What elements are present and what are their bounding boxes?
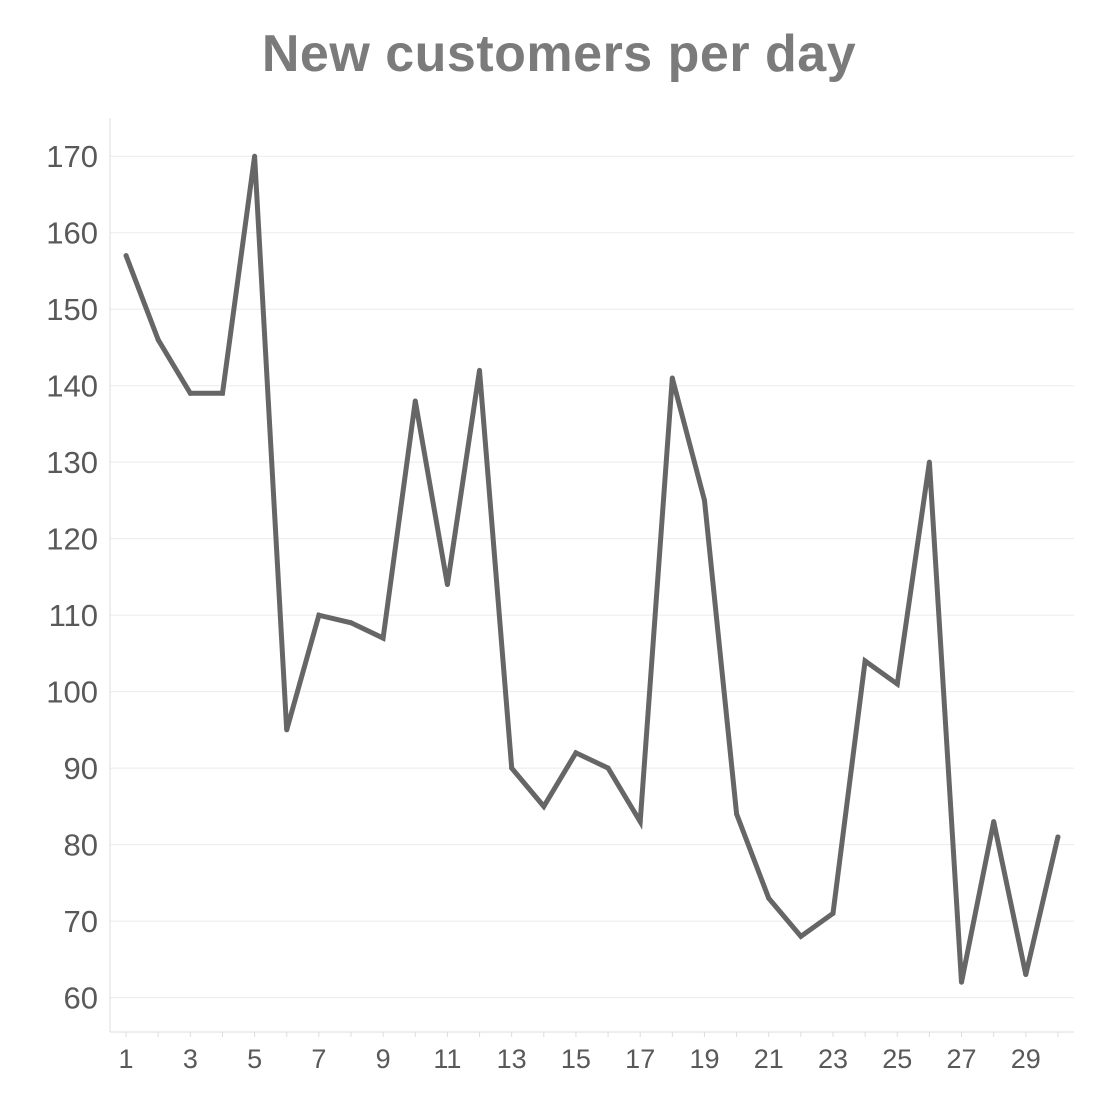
series-line	[123, 155, 1061, 983]
x-tick-label: 11	[433, 1044, 461, 1074]
data-point	[862, 658, 868, 664]
data-point	[894, 681, 900, 687]
x-tick-label: 15	[561, 1044, 591, 1074]
data-point	[605, 765, 611, 771]
chart-title: New customers per day	[261, 25, 857, 83]
data-point	[991, 819, 997, 825]
y-tick-label: 160	[46, 216, 98, 251]
x-tick-label: 29	[1011, 1044, 1041, 1074]
x-tick-label: 23	[818, 1044, 848, 1074]
data-point	[509, 765, 515, 771]
y-tick-label: 170	[46, 139, 98, 174]
data-point	[734, 811, 740, 817]
data-point	[348, 620, 354, 626]
y-tick-label: 150	[46, 292, 98, 327]
x-tick-label: 19	[689, 1044, 719, 1074]
y-axis-tick-labels: 170 160 150 140 130 120 110 100 90 80 70 60	[46, 139, 98, 1015]
data-point	[380, 635, 386, 641]
x-tick-label: 1	[119, 1044, 134, 1074]
x-tick-label: 13	[497, 1044, 527, 1074]
x-tick-label: 9	[376, 1044, 391, 1074]
x-tick-label: 7	[311, 1044, 326, 1074]
data-point	[444, 582, 450, 588]
data-point	[669, 375, 675, 381]
y-tick-label: 90	[64, 751, 98, 786]
data-point	[573, 750, 579, 756]
data-point	[252, 153, 258, 159]
axes	[109, 118, 1074, 1037]
data-point	[219, 390, 225, 396]
x-axis-tick-labels: 1 3 5 7 9 11 13 15 17 19 21 23 25 27 29	[119, 1044, 1041, 1074]
data-point	[701, 497, 707, 503]
data-point	[155, 337, 161, 343]
data-point	[830, 910, 836, 916]
x-tick-label: 5	[247, 1044, 262, 1074]
y-tick-label: 80	[64, 828, 98, 863]
x-tick-label: 27	[947, 1044, 977, 1074]
data-point	[412, 398, 418, 404]
data-point	[123, 253, 129, 259]
y-tick-label: 120	[46, 522, 98, 557]
x-tick-label: 25	[882, 1044, 912, 1074]
data-point	[541, 803, 547, 809]
gridlines	[110, 155, 1074, 999]
data-point	[637, 819, 643, 825]
x-tick-label: 17	[625, 1044, 655, 1074]
y-tick-label: 70	[64, 904, 98, 939]
y-tick-label: 130	[46, 445, 98, 480]
data-point	[477, 367, 483, 373]
data-point	[798, 933, 804, 939]
data-point	[1055, 834, 1061, 840]
data-point	[1023, 972, 1029, 978]
data-point	[316, 612, 322, 618]
data-point	[766, 895, 772, 901]
data-point	[926, 459, 932, 465]
data-point	[187, 390, 193, 396]
data-point	[959, 979, 965, 985]
x-tick-label: 3	[183, 1044, 198, 1074]
y-tick-label: 110	[49, 598, 98, 633]
data-point	[284, 727, 290, 733]
y-tick-label: 100	[46, 675, 98, 710]
series-layer	[123, 153, 1061, 985]
y-tick-label: 140	[46, 369, 98, 404]
x-tick-label: 21	[754, 1044, 784, 1074]
y-tick-label: 60	[64, 981, 98, 1016]
